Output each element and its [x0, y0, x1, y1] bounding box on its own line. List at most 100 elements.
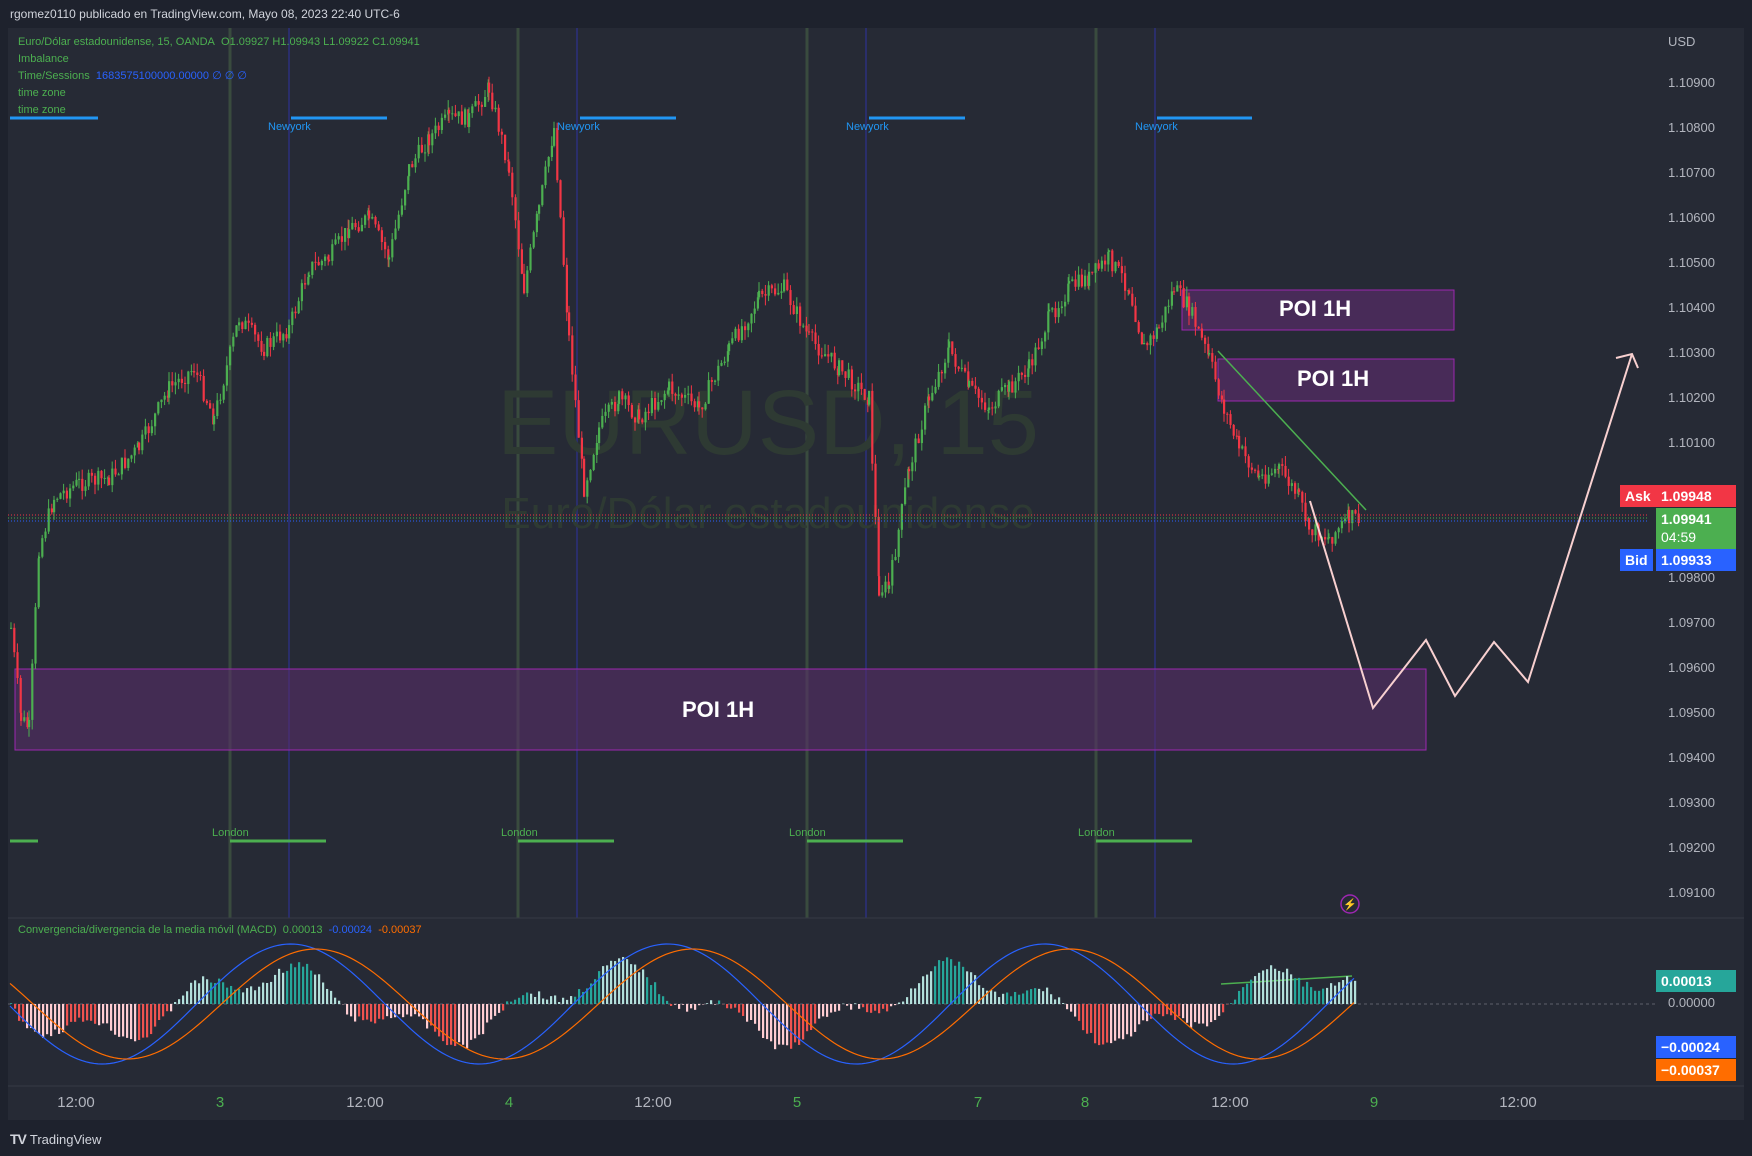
- candle-body: [1348, 509, 1351, 524]
- candle-body: [904, 487, 907, 505]
- macd-bar: [1182, 1004, 1185, 1019]
- candle-body: [1111, 250, 1114, 272]
- candle-body: [589, 469, 592, 481]
- candle-body: [817, 344, 820, 356]
- macd-bar: [546, 999, 549, 1004]
- macd-bar: [154, 1004, 157, 1027]
- candle-body: [288, 325, 291, 339]
- candle-body: [917, 438, 920, 444]
- macd-bar: [514, 999, 517, 1004]
- candle-body: [1217, 379, 1220, 396]
- candle-body: [687, 393, 690, 395]
- candle-body: [317, 262, 320, 266]
- candle-body: [994, 406, 997, 409]
- macd-bar: [650, 985, 653, 1004]
- poi-label-middle: POI 1H: [1297, 366, 1370, 391]
- candle-body: [1152, 335, 1155, 339]
- macd-bar: [606, 965, 609, 1004]
- macd-bar: [470, 1004, 473, 1040]
- candle-body: [124, 457, 127, 468]
- candle-body: [334, 239, 337, 245]
- macd-bar: [870, 1004, 873, 1013]
- candle-body: [114, 468, 117, 475]
- candle-body: [780, 291, 783, 293]
- candle-body: [477, 101, 480, 105]
- macd-bar: [774, 1004, 777, 1050]
- bid-label: Bid: [1620, 549, 1653, 571]
- macd-bar: [654, 982, 657, 1004]
- candle-body: [205, 400, 208, 404]
- candle-body: [444, 114, 447, 118]
- macd-bar: [1186, 1004, 1189, 1023]
- candle-body: [1034, 347, 1037, 366]
- candle-body: [72, 485, 75, 489]
- candle-body: [674, 393, 677, 396]
- candle-body: [1176, 285, 1179, 292]
- candle-body: [627, 395, 630, 406]
- candle-body: [364, 215, 367, 225]
- price-tick: 1.09100: [1668, 885, 1715, 900]
- candle-body: [777, 292, 780, 295]
- candle-body: [1051, 308, 1054, 310]
- candle-body: [291, 311, 294, 326]
- macd-bar: [438, 1004, 441, 1037]
- candle-body: [90, 472, 93, 476]
- candle-body: [1128, 290, 1131, 294]
- price-tick: 1.10800: [1668, 120, 1715, 135]
- candle-body: [474, 101, 477, 107]
- macd-bar: [1074, 1004, 1077, 1017]
- candle-body: [10, 627, 13, 629]
- candle-body: [598, 427, 601, 444]
- macd-bar: [1330, 983, 1333, 1004]
- macd-bar: [398, 1004, 401, 1015]
- macd-bar: [1354, 980, 1357, 1004]
- macd-bar: [158, 1004, 161, 1021]
- candle-body: [87, 472, 90, 487]
- price-chart[interactable]: EURUSD, 15 Euro/Dólar estadounidense ⚡: [8, 28, 1744, 1120]
- macd-bar: [42, 1004, 45, 1038]
- macd-bar: [794, 1004, 797, 1043]
- macd-bar: [1238, 990, 1241, 1004]
- candle-body: [1204, 337, 1207, 344]
- macd-bar: [830, 1004, 833, 1013]
- macd-bar: [70, 1004, 73, 1022]
- tradingview-logo[interactable]: TV TradingView: [10, 1131, 101, 1147]
- session-newyork-4: Newyork: [1135, 121, 1178, 133]
- macd-hist-value: 0.00013: [282, 924, 323, 936]
- candle-body: [1060, 306, 1063, 309]
- candle-body: [997, 390, 1000, 407]
- macd-bar: [190, 982, 193, 1004]
- candle-body: [127, 458, 130, 468]
- macd-bar: [806, 1004, 809, 1032]
- candle-body: [878, 576, 881, 596]
- macd-bar: [1082, 1004, 1085, 1031]
- candle-body: [460, 111, 463, 125]
- candle-body: [133, 447, 136, 456]
- candle-body: [238, 322, 241, 326]
- candle-body: [81, 478, 84, 491]
- candle-body: [1261, 474, 1264, 476]
- macd-bar: [710, 1000, 713, 1004]
- candle-body: [954, 354, 957, 367]
- macd-bar: [198, 983, 201, 1004]
- macd-bar: [134, 1004, 137, 1042]
- ask-price: 1.09948: [1656, 485, 1736, 507]
- candle-body: [1328, 537, 1331, 539]
- candle-body: [1094, 263, 1097, 273]
- chart-area[interactable]: [8, 28, 1744, 1120]
- candle-body: [368, 210, 371, 219]
- macd-bar: [838, 1004, 841, 1011]
- candle-body: [213, 416, 216, 425]
- candle-body: [1284, 465, 1287, 477]
- macd-bar: [302, 966, 305, 1004]
- macd-bar: [802, 1004, 805, 1040]
- macd-bar: [1114, 1004, 1117, 1041]
- candle-body: [1173, 291, 1176, 293]
- macd-bar: [766, 1004, 769, 1040]
- candle-body: [507, 160, 510, 162]
- time-tick: 12:00: [57, 1094, 95, 1111]
- macd-bar: [786, 1004, 789, 1046]
- macd-bar: [1326, 987, 1329, 1004]
- macd-histogram: [10, 956, 1357, 1050]
- candle-body: [468, 113, 471, 127]
